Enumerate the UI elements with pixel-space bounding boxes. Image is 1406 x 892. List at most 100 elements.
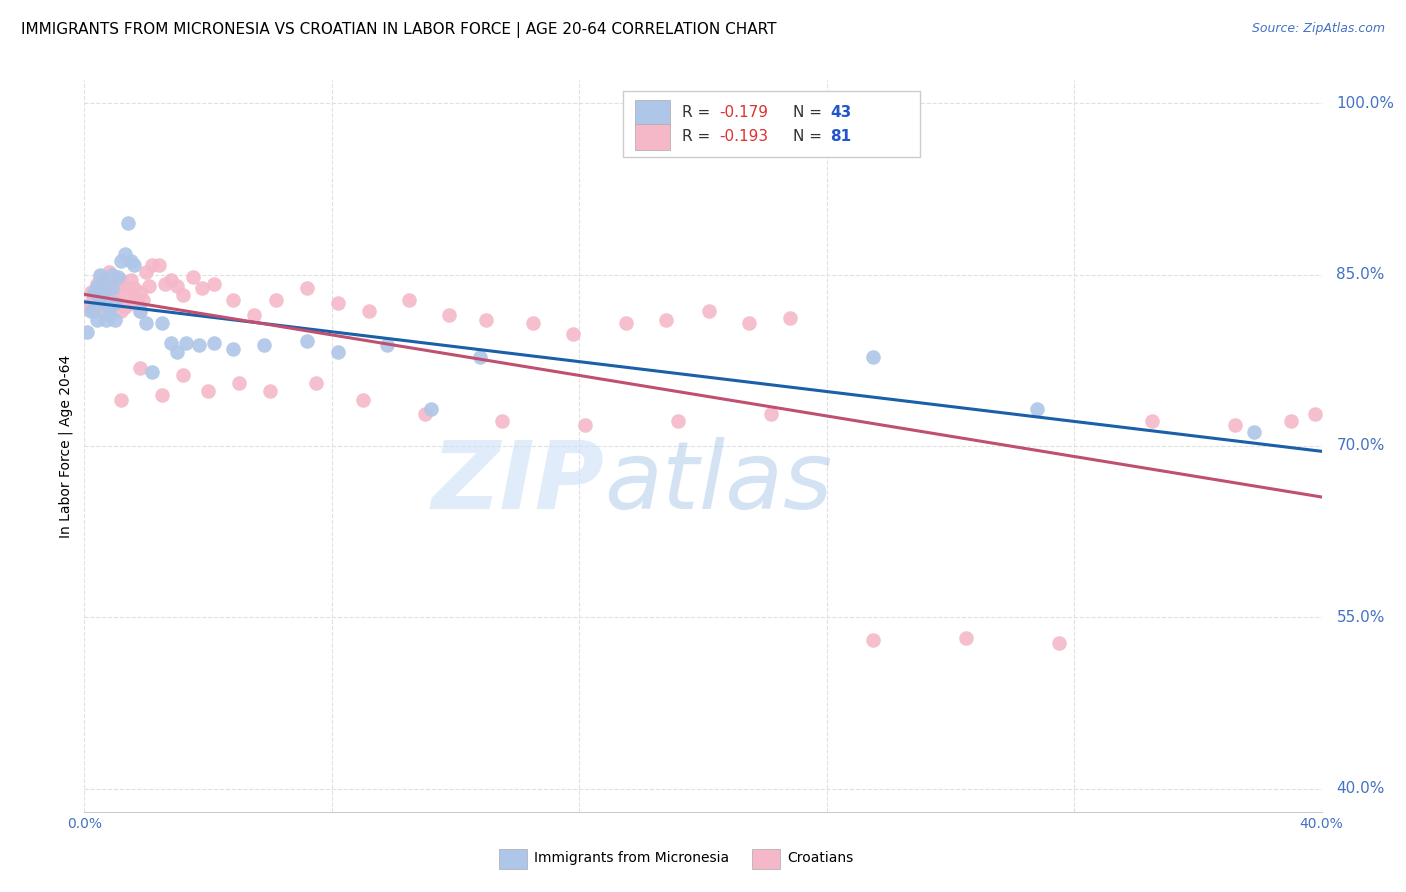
Point: [697, 304, 720, 318]
Point: [91, 273, 114, 287]
Point: [955, 631, 977, 645]
Point: [86, 300, 108, 314]
Point: [83, 304, 105, 318]
Text: N =: N =: [793, 129, 827, 145]
Text: 81: 81: [831, 129, 852, 145]
Point: [98, 301, 121, 316]
Point: [117, 216, 139, 230]
Text: Immigrants from Micronesia: Immigrants from Micronesia: [534, 851, 730, 865]
Point: [110, 253, 132, 268]
Text: 43: 43: [831, 105, 852, 120]
Point: [153, 277, 176, 291]
Point: [104, 296, 127, 310]
Point: [295, 334, 318, 348]
Point: [862, 350, 884, 364]
Point: [1140, 414, 1163, 428]
Point: [614, 316, 637, 330]
Point: [132, 293, 155, 307]
Point: [91, 293, 114, 307]
Point: [86, 279, 108, 293]
Point: [104, 313, 127, 327]
Point: [94, 313, 117, 327]
Point: [172, 288, 194, 302]
Point: [150, 387, 173, 401]
Text: R =: R =: [682, 105, 716, 120]
Point: [141, 365, 163, 379]
Point: [125, 293, 148, 307]
Point: [129, 304, 152, 318]
Point: [83, 301, 105, 316]
Point: [114, 300, 136, 314]
Point: [222, 342, 245, 356]
Point: [413, 407, 436, 421]
Point: [114, 285, 136, 299]
Point: [122, 281, 145, 295]
Point: [197, 384, 219, 398]
Point: [166, 345, 188, 359]
FancyBboxPatch shape: [636, 124, 669, 150]
Point: [89, 281, 111, 295]
Point: [202, 336, 225, 351]
Point: [253, 338, 276, 352]
Point: [138, 279, 160, 293]
Point: [475, 313, 498, 327]
Point: [1047, 635, 1070, 649]
Point: [101, 296, 124, 310]
Point: [166, 279, 188, 293]
Point: [104, 296, 127, 310]
Text: atlas: atlas: [605, 437, 832, 528]
Point: [148, 259, 170, 273]
Point: [129, 361, 152, 376]
Point: [129, 285, 152, 299]
Point: [104, 281, 127, 295]
Point: [98, 265, 121, 279]
Text: Croatians: Croatians: [787, 851, 853, 865]
Point: [1243, 425, 1265, 440]
Text: IMMIGRANTS FROM MICRONESIA VS CROATIAN IN LABOR FORCE | AGE 20-64 CORRELATION CH: IMMIGRANTS FROM MICRONESIA VS CROATIAN I…: [21, 22, 776, 38]
Point: [110, 304, 132, 318]
Text: 85.0%: 85.0%: [1337, 267, 1385, 282]
Point: [107, 269, 129, 284]
FancyBboxPatch shape: [623, 91, 920, 157]
Point: [76, 301, 98, 316]
Point: [135, 265, 157, 279]
Point: [107, 277, 129, 291]
Point: [117, 281, 139, 295]
Text: 70.0%: 70.0%: [1337, 439, 1385, 453]
Point: [574, 418, 596, 433]
Point: [91, 304, 114, 318]
FancyBboxPatch shape: [636, 100, 669, 126]
Point: [491, 414, 513, 428]
Point: [228, 376, 250, 391]
Text: 100.0%: 100.0%: [1337, 95, 1395, 111]
Point: [377, 338, 399, 352]
Point: [120, 253, 142, 268]
Point: [398, 293, 420, 307]
Point: [1279, 414, 1302, 428]
Point: [243, 308, 266, 322]
Point: [160, 336, 183, 351]
Point: [101, 285, 124, 299]
Point: [522, 316, 544, 330]
Point: [89, 268, 111, 282]
Point: [419, 402, 441, 417]
Point: [79, 304, 101, 318]
Point: [191, 281, 214, 295]
Point: [326, 296, 349, 310]
Point: [759, 407, 782, 421]
Point: [470, 350, 492, 364]
Point: [1026, 402, 1049, 417]
Text: -0.193: -0.193: [718, 129, 768, 145]
Text: Source: ZipAtlas.com: Source: ZipAtlas.com: [1251, 22, 1385, 36]
Point: [89, 290, 111, 304]
Point: [202, 277, 225, 291]
Point: [110, 273, 132, 287]
Point: [76, 325, 98, 339]
Point: [326, 345, 349, 359]
Point: [79, 285, 101, 299]
Point: [91, 285, 114, 299]
Point: [98, 296, 121, 310]
Point: [129, 304, 152, 318]
Point: [150, 316, 173, 330]
Point: [110, 393, 132, 408]
